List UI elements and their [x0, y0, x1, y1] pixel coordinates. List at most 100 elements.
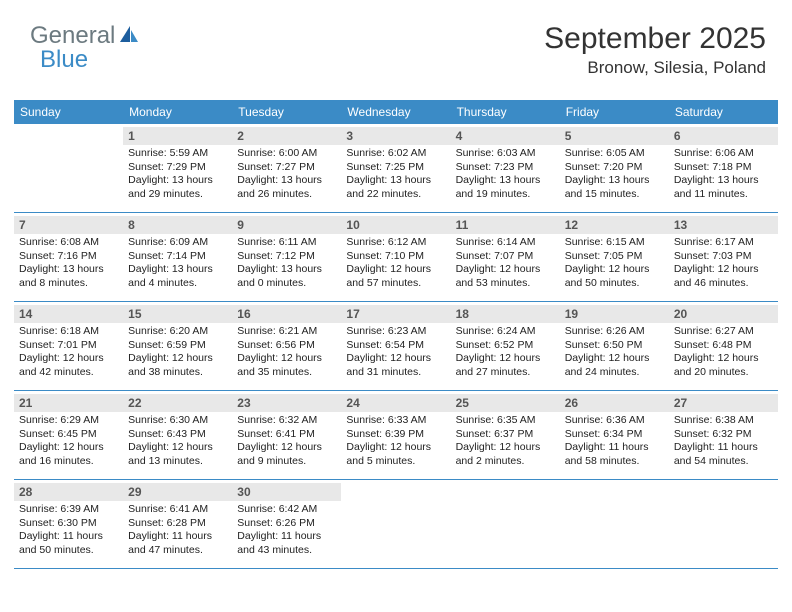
calendar-cell: 25Sunrise: 6:35 AMSunset: 6:37 PMDayligh… — [451, 391, 560, 479]
cell-line: Sunrise: 6:30 AM — [128, 414, 227, 428]
cell-text: Sunrise: 6:23 AMSunset: 6:54 PMDaylight:… — [346, 325, 445, 380]
cell-line: and 16 minutes. — [19, 455, 118, 469]
day-header: Saturday — [669, 100, 778, 124]
date-number: 17 — [341, 305, 450, 323]
cell-line: and 50 minutes. — [19, 544, 118, 558]
date-number: 29 — [123, 483, 232, 501]
date-number: 1 — [123, 127, 232, 145]
cell-line: and 11 minutes. — [674, 188, 773, 202]
calendar: SundayMondayTuesdayWednesdayThursdayFrid… — [14, 100, 778, 569]
cell-line: Sunset: 6:37 PM — [456, 428, 555, 442]
cell-text: Sunrise: 6:03 AMSunset: 7:23 PMDaylight:… — [456, 147, 555, 202]
calendar-cell: 5 Sunrise: 6:05 AMSunset: 7:20 PMDaylight… — [560, 124, 669, 212]
cell-line: Sunrise: 6:00 AM — [237, 147, 336, 161]
cell-line: Daylight: 12 hours — [346, 441, 445, 455]
cell-line: Sunrise: 6:42 AM — [237, 503, 336, 517]
cell-line: Sunset: 6:26 PM — [237, 517, 336, 531]
date-number: 3 — [341, 127, 450, 145]
calendar-cell: 30Sunrise: 6:42 AMSunset: 6:26 PMDayligh… — [232, 480, 341, 568]
cell-text: Sunrise: 6:00 AMSunset: 7:27 PMDaylight:… — [237, 147, 336, 202]
calendar-cell: 1 Sunrise: 5:59 AMSunset: 7:29 PMDaylight… — [123, 124, 232, 212]
cell-line: and 19 minutes. — [456, 188, 555, 202]
cell-line: Sunrise: 6:17 AM — [674, 236, 773, 250]
cell-line: Sunset: 7:01 PM — [19, 339, 118, 353]
logo-text-blue: Blue — [40, 46, 88, 74]
cell-line: Sunrise: 6:06 AM — [674, 147, 773, 161]
calendar-cell: 10Sunrise: 6:12 AMSunset: 7:10 PMDayligh… — [341, 213, 450, 301]
cell-line: Daylight: 12 hours — [565, 263, 664, 277]
cell-line: Sunrise: 6:35 AM — [456, 414, 555, 428]
calendar-cell: 19Sunrise: 6:26 AMSunset: 6:50 PMDayligh… — [560, 302, 669, 390]
calendar-cell: 14Sunrise: 6:18 AMSunset: 7:01 PMDayligh… — [14, 302, 123, 390]
day-header: Friday — [560, 100, 669, 124]
calendar-cell: 20Sunrise: 6:27 AMSunset: 6:48 PMDayligh… — [669, 302, 778, 390]
cell-line: Daylight: 13 hours — [128, 263, 227, 277]
cell-line: Sunrise: 6:29 AM — [19, 414, 118, 428]
cell-text: Sunrise: 6:15 AMSunset: 7:05 PMDaylight:… — [565, 236, 664, 291]
cell-line: Daylight: 13 hours — [237, 174, 336, 188]
date-number: 16 — [232, 305, 341, 323]
cell-line: Sunset: 7:29 PM — [128, 161, 227, 175]
cell-line: Daylight: 12 hours — [456, 352, 555, 366]
cell-line: Sunset: 6:28 PM — [128, 517, 227, 531]
cell-text: Sunrise: 6:41 AMSunset: 6:28 PMDaylight:… — [128, 503, 227, 558]
date-number: 2 — [232, 127, 341, 145]
date-number: 5 — [560, 127, 669, 145]
cell-text: Sunrise: 6:05 AMSunset: 7:20 PMDaylight:… — [565, 147, 664, 202]
date-number: 28 — [14, 483, 123, 501]
day-header: Thursday — [451, 100, 560, 124]
date-number: 7 — [14, 216, 123, 234]
cell-line: Sunrise: 6:38 AM — [674, 414, 773, 428]
date-number: 30 — [232, 483, 341, 501]
cell-line: and 0 minutes. — [237, 277, 336, 291]
calendar-cell: 24Sunrise: 6:33 AMSunset: 6:39 PMDayligh… — [341, 391, 450, 479]
cell-line: Sunset: 7:18 PM — [674, 161, 773, 175]
cell-line: Sunrise: 6:27 AM — [674, 325, 773, 339]
cell-line: Daylight: 11 hours — [19, 530, 118, 544]
cell-text: Sunrise: 6:38 AMSunset: 6:32 PMDaylight:… — [674, 414, 773, 469]
cell-line: Sunrise: 6:32 AM — [237, 414, 336, 428]
cell-line: Sunset: 7:20 PM — [565, 161, 664, 175]
cell-line: and 35 minutes. — [237, 366, 336, 380]
cell-line: Sunset: 7:16 PM — [19, 250, 118, 264]
date-number: 6 — [669, 127, 778, 145]
cell-line: Daylight: 11 hours — [674, 441, 773, 455]
cell-line: and 8 minutes. — [19, 277, 118, 291]
cell-line: Sunset: 6:54 PM — [346, 339, 445, 353]
week-row: 14Sunrise: 6:18 AMSunset: 7:01 PMDayligh… — [14, 302, 778, 391]
cell-line: Sunset: 7:27 PM — [237, 161, 336, 175]
calendar-cell: 27Sunrise: 6:38 AMSunset: 6:32 PMDayligh… — [669, 391, 778, 479]
date-number: 10 — [341, 216, 450, 234]
cell-line: Sunrise: 6:08 AM — [19, 236, 118, 250]
cell-line: Sunset: 7:25 PM — [346, 161, 445, 175]
cell-line: and 20 minutes. — [674, 366, 773, 380]
calendar-cell: 6Sunrise: 6:06 AMSunset: 7:18 PMDaylight… — [669, 124, 778, 212]
calendar-cell: 13Sunrise: 6:17 AMSunset: 7:03 PMDayligh… — [669, 213, 778, 301]
cell-line: and 38 minutes. — [128, 366, 227, 380]
cell-text: Sunrise: 6:20 AMSunset: 6:59 PMDaylight:… — [128, 325, 227, 380]
cell-line: Sunrise: 6:21 AM — [237, 325, 336, 339]
cell-line: Daylight: 13 hours — [128, 174, 227, 188]
cell-line: Daylight: 12 hours — [456, 263, 555, 277]
cell-line: Sunrise: 6:24 AM — [456, 325, 555, 339]
cell-line: and 42 minutes. — [19, 366, 118, 380]
date-number: 9 — [232, 216, 341, 234]
date-number: 14 — [14, 305, 123, 323]
date-number: 12 — [560, 216, 669, 234]
cell-line: Sunrise: 6:09 AM — [128, 236, 227, 250]
week-row: 21Sunrise: 6:29 AMSunset: 6:45 PMDayligh… — [14, 391, 778, 480]
cell-text: Sunrise: 6:26 AMSunset: 6:50 PMDaylight:… — [565, 325, 664, 380]
calendar-cell — [560, 480, 669, 568]
calendar-cell: 11Sunrise: 6:14 AMSunset: 7:07 PMDayligh… — [451, 213, 560, 301]
date-number: 22 — [123, 394, 232, 412]
cell-line: Sunset: 6:43 PM — [128, 428, 227, 442]
cell-line: and 24 minutes. — [565, 366, 664, 380]
date-number: 24 — [341, 394, 450, 412]
cell-text: Sunrise: 5:59 AMSunset: 7:29 PMDaylight:… — [128, 147, 227, 202]
date-number: 18 — [451, 305, 560, 323]
cell-line: Sunset: 7:23 PM — [456, 161, 555, 175]
cell-line: Sunrise: 6:11 AM — [237, 236, 336, 250]
calendar-cell: 15Sunrise: 6:20 AMSunset: 6:59 PMDayligh… — [123, 302, 232, 390]
calendar-cell: 7Sunrise: 6:08 AMSunset: 7:16 PMDaylight… — [14, 213, 123, 301]
cell-text: Sunrise: 6:29 AMSunset: 6:45 PMDaylight:… — [19, 414, 118, 469]
